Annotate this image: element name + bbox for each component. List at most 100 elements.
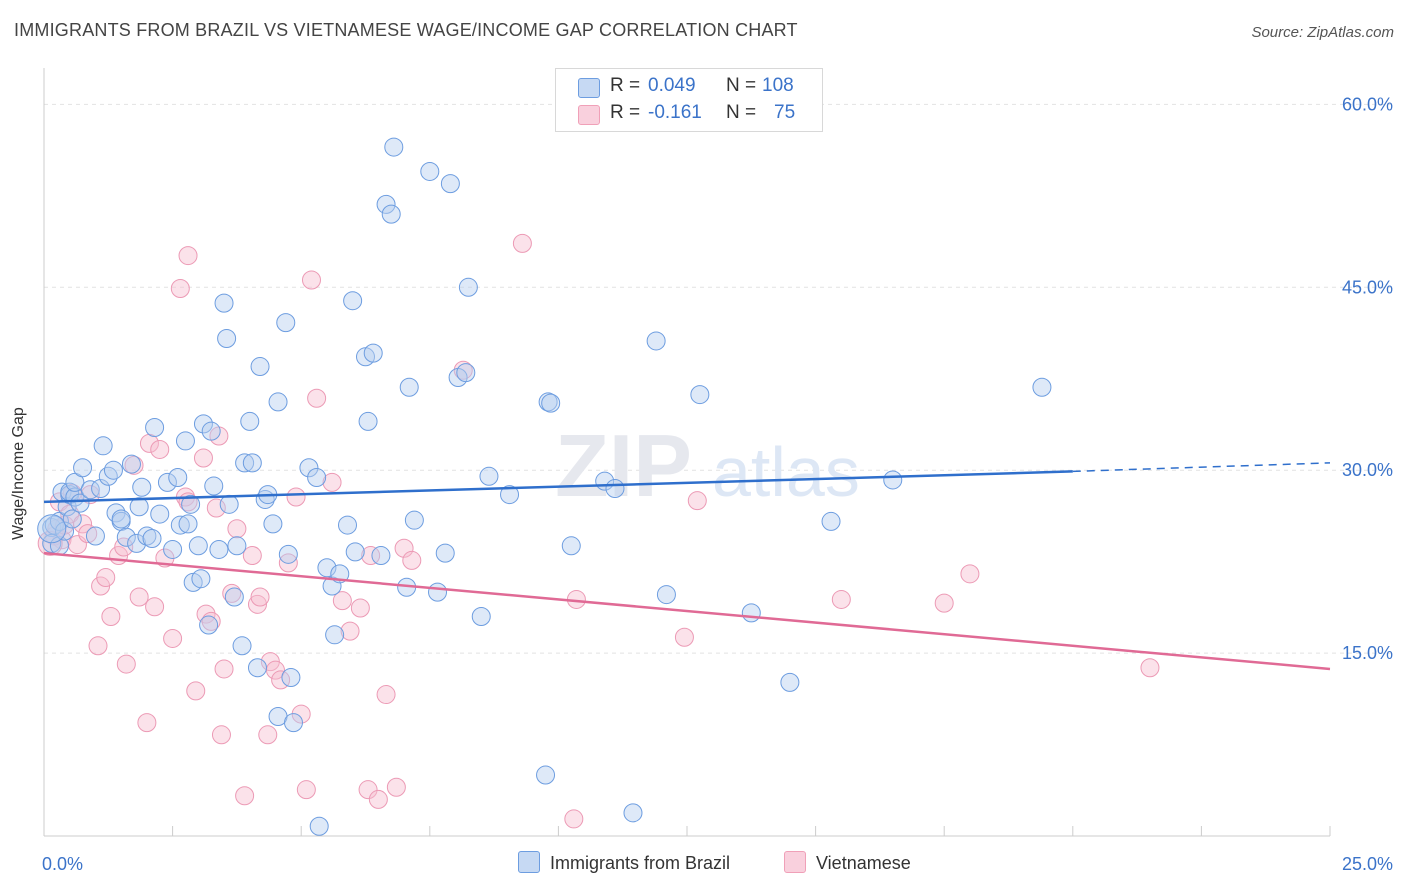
source-label: Source: ZipAtlas.com (1251, 24, 1394, 41)
y-tick-labels: 15.0% 30.0% 45.0% 60.0% (1342, 94, 1393, 663)
vietnamese-point (137, 713, 157, 733)
y-tick-label: 45.0% (1342, 277, 1393, 297)
brazil-point (780, 672, 800, 692)
brazil-point (175, 431, 195, 451)
vietnamese-point (116, 654, 136, 674)
brazil-point (428, 582, 448, 602)
vietnamese-point (242, 546, 262, 566)
vietnamese-point (301, 270, 321, 290)
vietnamese-point (101, 607, 121, 627)
brazil-point (240, 411, 260, 431)
brazil-point (80, 480, 100, 500)
brazil-point (132, 477, 152, 497)
bottom-legend-brazil: Immigrants from Brazil (518, 851, 730, 874)
brazil-point (137, 526, 157, 546)
vietnamese-point (386, 777, 406, 797)
bottom-legend-vietnamese: Vietnamese (784, 851, 911, 874)
trend-lines (43, 462, 1331, 671)
brazil-point (309, 816, 329, 836)
vietnamese-point (350, 598, 370, 618)
brazil-point (458, 277, 478, 297)
brazil-point (741, 603, 761, 623)
brazil-point (646, 331, 666, 351)
vietnamese-point (145, 597, 165, 617)
brazil-point (214, 293, 234, 313)
brazil-point (276, 313, 296, 333)
vietnamese-point (332, 591, 352, 611)
vietnamese-point (163, 628, 183, 648)
brazil-point (247, 658, 267, 678)
brazil-point (121, 454, 141, 474)
brazil-point (363, 343, 383, 363)
brazil-point (456, 363, 476, 383)
vietnamese-point (307, 388, 327, 408)
legend-r-label: R = (610, 75, 641, 96)
brazil-point (142, 528, 162, 548)
vietnamese-point (296, 780, 316, 800)
legend: R = 0.049 N = 108 R = -0.161 N = 75 (555, 68, 823, 132)
brazil-point (278, 544, 298, 564)
brazil-point (98, 466, 118, 486)
vietnamese-point (193, 448, 213, 468)
brazil-point (129, 497, 149, 517)
brazil-point (1032, 377, 1052, 397)
brazil-point (283, 713, 303, 733)
brazil-point (381, 204, 401, 224)
brazil-point (209, 539, 229, 559)
vietnamese-point (170, 279, 190, 299)
vietnamese-point (247, 594, 267, 614)
y-axis-label: Wage/Income Gap (10, 407, 27, 540)
brazil-point (73, 458, 93, 478)
vietnamese-point (340, 621, 360, 641)
vietnamese-point (178, 246, 198, 266)
brazil-point (404, 510, 424, 530)
brazil-point (376, 194, 396, 214)
legend-n-value: 108 (762, 75, 794, 96)
vietnamese-point (512, 233, 532, 253)
brazil-point (656, 585, 676, 605)
brazil-point (343, 291, 363, 311)
bottom-legend-swatch-brazil (518, 851, 540, 873)
brazil-point (281, 667, 301, 687)
vietnamese-trend-line (43, 551, 1331, 671)
brazil-point (337, 515, 357, 535)
vietnamese-point (88, 636, 108, 656)
brazil-point (157, 472, 177, 492)
watermark-atlas: atlas (712, 433, 860, 511)
brazil-point (178, 514, 198, 534)
brazil-point (250, 357, 270, 377)
bottom-legend-label-vietnamese: Vietnamese (816, 853, 911, 873)
brazil-point (307, 468, 327, 488)
brazil-point (93, 436, 113, 456)
brazil-point (345, 542, 365, 562)
brazil-point (85, 526, 105, 546)
brazil-point (191, 569, 211, 589)
vietnamese-point (394, 538, 414, 558)
bottom-legend-swatch-vietnamese (784, 851, 806, 873)
brazil-point (690, 385, 710, 405)
brazil-point (268, 392, 288, 412)
brazil-point (201, 421, 221, 441)
brazil-point (65, 472, 85, 492)
brazil-point (62, 509, 82, 529)
brazil-point (384, 137, 404, 157)
vietnamese-point (211, 725, 231, 745)
brazil-point (500, 485, 520, 505)
brazil-point (193, 414, 213, 434)
vietnamese-point (831, 589, 851, 609)
brazil-point (325, 625, 345, 645)
brazil-point (37, 514, 67, 544)
legend-r-value: 0.049 (648, 75, 696, 96)
brazil-point (299, 458, 319, 478)
vietnamese-point (214, 659, 234, 679)
vietnamese-point (201, 611, 221, 631)
brazil-point (111, 509, 131, 529)
vietnamese-point (150, 439, 170, 459)
legend-n-label: N = (726, 75, 757, 96)
brazil-point (219, 494, 239, 514)
brazil-point (232, 636, 252, 656)
brazil-point (224, 587, 244, 607)
brazil-point (471, 607, 491, 627)
y-tick-label: 60.0% (1342, 94, 1393, 114)
vietnamese-point (78, 524, 98, 544)
